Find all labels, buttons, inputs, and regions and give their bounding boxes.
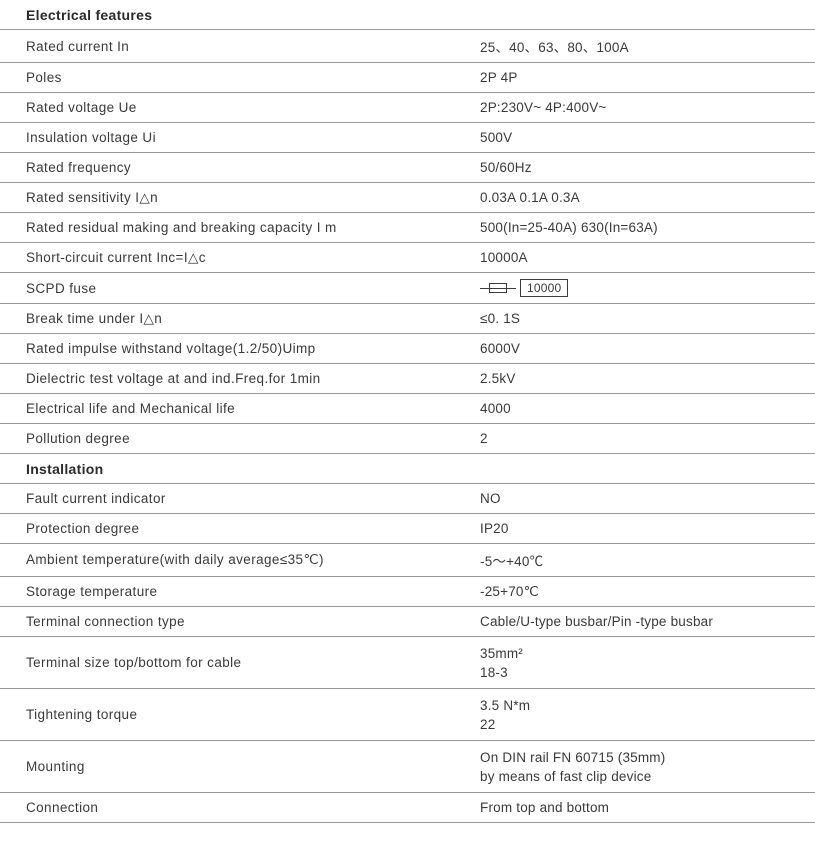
value-line: On DIN rail FN 60715 (35mm)	[480, 750, 807, 765]
row-value: 4000	[468, 395, 815, 422]
table-row: Dielectric test voltage at and ind.Freq.…	[0, 364, 815, 394]
table-row: Rated frequency50/60Hz	[0, 153, 815, 183]
row-label: Break time under I△n	[0, 305, 468, 333]
row-label: Rated residual making and breaking capac…	[0, 214, 468, 241]
row-value: NO	[468, 485, 815, 512]
table-row: Ambient temperature(with daily average≤3…	[0, 544, 815, 577]
row-label: Pollution degree	[0, 425, 468, 452]
row-label: Rated voltage Ue	[0, 94, 468, 121]
table-row: Storage temperature-25+70℃	[0, 577, 815, 607]
value-line: 18-3	[480, 665, 807, 680]
table-row: Protection degreeIP20	[0, 514, 815, 544]
table-row: ConnectionFrom top and bottom	[0, 793, 815, 823]
row-value: 3.5 N*m 22	[468, 692, 815, 738]
section-title: Installation	[0, 455, 468, 483]
row-label: Poles	[0, 64, 468, 91]
row-label: Rated frequency	[0, 154, 468, 181]
multiline-value: On DIN rail FN 60715 (35mm) by means of f…	[480, 750, 807, 784]
section-header: Installation	[0, 454, 815, 484]
section-header-spacer	[468, 463, 815, 475]
row-label: Fault current indicator	[0, 485, 468, 512]
table-row: Rated current In25、40、63、80、100A	[0, 30, 815, 63]
section-header-spacer	[468, 9, 815, 21]
row-label: Ambient temperature(with daily average≤3…	[0, 546, 468, 574]
table-row: Mounting On DIN rail FN 60715 (35mm) by me…	[0, 741, 815, 793]
table-row: Terminal connection typeCable/U-type bus…	[0, 607, 815, 637]
row-value: 10000	[468, 273, 815, 303]
multiline-value: 35mm² 18-3	[480, 646, 807, 680]
row-value: 2.5kV	[468, 365, 815, 392]
row-value: 500(In=25-40A) 630(In=63A)	[468, 214, 815, 241]
table-row: Rated sensitivity I△n0.03A 0.1A 0.3A	[0, 183, 815, 213]
row-label: Terminal size top/bottom for cable	[0, 649, 468, 676]
row-value: -25+70℃	[468, 578, 815, 606]
spec-table: Electrical featuresRated current In25、40…	[0, 0, 815, 823]
table-row: SCPD fuse 10000	[0, 273, 815, 304]
multiline-value: 3.5 N*m 22	[480, 698, 807, 732]
table-row: Rated residual making and breaking capac…	[0, 213, 815, 243]
section-title: Electrical features	[0, 1, 468, 29]
table-row: Electrical life and Mechanical life4000	[0, 394, 815, 424]
scpd-fuse-symbol: 10000	[480, 279, 568, 297]
row-value: 2P 4P	[468, 64, 815, 91]
row-value: On DIN rail FN 60715 (35mm) by means of f…	[468, 744, 815, 790]
table-row: Break time under I△n≤0. 1S	[0, 304, 815, 334]
row-value: 10000A	[468, 244, 815, 271]
table-row: Pollution degree2	[0, 424, 815, 454]
row-label: Dielectric test voltage at and ind.Freq.…	[0, 365, 468, 392]
table-row: Short-circuit current Inc=I△c10000A	[0, 243, 815, 273]
row-value: -5～+40℃	[468, 544, 815, 576]
row-value: 2	[468, 425, 815, 452]
row-value: ≤0. 1S	[468, 305, 815, 332]
table-row: Rated impulse withstand voltage(1.2/50)U…	[0, 334, 815, 364]
row-value: Cable/U-type busbar/Pin -type busbar	[468, 608, 815, 635]
row-value: 0.03A 0.1A 0.3A	[468, 184, 815, 211]
row-value: 2P:230V~ 4P:400V~	[468, 94, 815, 121]
row-label: Protection degree	[0, 515, 468, 542]
table-row: Rated voltage Ue2P:230V~ 4P:400V~	[0, 93, 815, 123]
row-label: Storage temperature	[0, 578, 468, 605]
table-row: Terminal size top/bottom for cable 35mm² 1…	[0, 637, 815, 689]
row-value: 50/60Hz	[468, 154, 815, 181]
table-row: Insulation voltage Ui500V	[0, 123, 815, 153]
row-value: 6000V	[468, 335, 815, 362]
value-line: 35mm²	[480, 646, 807, 661]
row-label: Rated sensitivity I△n	[0, 184, 468, 212]
fuse-icon	[480, 283, 516, 293]
value-line: by means of fast clip device	[480, 769, 807, 784]
table-row: Tightening torque 3.5 N*m 22	[0, 689, 815, 741]
row-label: SCPD fuse	[0, 275, 468, 302]
row-label: Tightening torque	[0, 701, 468, 728]
table-row: Fault current indicatorNO	[0, 484, 815, 514]
value-line: 3.5 N*m	[480, 698, 807, 713]
section-header: Electrical features	[0, 0, 815, 30]
row-label: Connection	[0, 794, 468, 821]
value-line: 22	[480, 717, 807, 732]
row-value: 500V	[468, 124, 815, 151]
row-label: Rated current In	[0, 33, 468, 60]
row-value: 35mm² 18-3	[468, 640, 815, 686]
row-label: Rated impulse withstand voltage(1.2/50)U…	[0, 335, 468, 362]
table-row: Poles2P 4P	[0, 63, 815, 93]
row-label: Short-circuit current Inc=I△c	[0, 244, 468, 272]
row-value: IP20	[468, 515, 815, 542]
row-label: Mounting	[0, 753, 468, 780]
row-value: 25、40、63、80、100A	[468, 30, 815, 62]
row-value: From top and bottom	[468, 794, 815, 821]
fuse-rating: 10000	[520, 279, 568, 297]
row-label: Insulation voltage Ui	[0, 124, 468, 151]
row-label: Electrical life and Mechanical life	[0, 395, 468, 422]
row-label: Terminal connection type	[0, 608, 468, 635]
